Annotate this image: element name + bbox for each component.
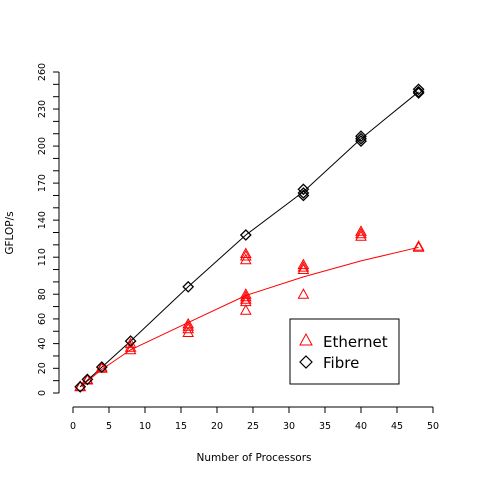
ethernet-point — [297, 288, 310, 299]
ethernet-point — [412, 240, 425, 251]
ethernet-point — [297, 263, 310, 274]
y-tick-label: 200 — [37, 137, 48, 155]
axes: 0 5 10 15 20 25 30 35 40 45 50 0 20 40 60 80 110 140 170 2… — [37, 63, 439, 432]
ethernet-point — [239, 290, 252, 302]
x-axis-ticks: 0 5 10 15 20 25 30 35 40 45 50 — [70, 407, 439, 432]
fibre-point — [182, 280, 195, 293]
y-tick-label: 60 — [37, 313, 48, 325]
y-tick-label: 110 — [37, 248, 48, 266]
x-tick-label: 5 — [106, 421, 112, 432]
ethernet-point — [355, 227, 367, 239]
ethernet-point — [182, 326, 195, 337]
ethernet-point — [182, 320, 195, 331]
legend-fibre-marker — [299, 355, 313, 369]
fibre-point — [95, 361, 108, 374]
fibre-point — [412, 85, 425, 98]
y-tick-label: 20 — [37, 362, 48, 374]
fibre-point — [297, 189, 310, 202]
y-tick-label: 40 — [37, 338, 48, 350]
legend-box — [289, 318, 400, 385]
ethernet-point — [124, 341, 137, 352]
y-tick-label: 170 — [37, 174, 48, 192]
ethernet-point — [95, 361, 108, 372]
ethernet-point — [182, 322, 195, 334]
fibre-point — [74, 380, 87, 393]
fibre-point — [297, 187, 310, 199]
ethernet-point — [239, 253, 252, 265]
y-axis-ticks: 0 20 40 60 80 110 140 170 200 230 260 — [37, 63, 59, 396]
y-tick-label: 260 — [37, 63, 48, 81]
x-tick-label: 35 — [319, 421, 331, 432]
x-axis-title: Number of Processors — [196, 452, 311, 464]
legend-ethernet-marker — [299, 332, 313, 346]
ethernet-point — [239, 247, 252, 258]
x-tick-label: 40 — [355, 421, 367, 432]
ethernet-point — [297, 261, 310, 272]
fibre-point — [355, 130, 367, 143]
data-points — [74, 83, 425, 393]
y-tick-label: 140 — [37, 211, 48, 229]
legend-fibre-label: Fibre — [323, 354, 359, 372]
ethernet-point — [81, 373, 94, 385]
ethernet-point — [74, 380, 87, 391]
fibre-point — [412, 83, 425, 96]
fibre-point — [239, 229, 252, 241]
fibre-point — [81, 373, 94, 386]
ethernet-point — [124, 343, 137, 355]
fibre-point — [355, 135, 367, 148]
fibre-point — [412, 87, 425, 99]
ethernet-point — [355, 225, 367, 236]
ethernet-point — [239, 293, 252, 304]
x-tick-label: 10 — [139, 421, 151, 432]
ethernet-point — [239, 304, 252, 315]
x-tick-label: 25 — [247, 421, 259, 432]
x-tick-label: 50 — [427, 421, 439, 432]
ethernet-point — [239, 288, 252, 299]
x-tick-label: 30 — [283, 421, 295, 432]
legend: Ethernet Fibre — [289, 318, 400, 385]
ethernet-point — [355, 230, 367, 241]
fibre-fit-line — [79, 91, 419, 388]
fibre-point — [297, 183, 310, 196]
x-tick-label: 15 — [175, 421, 187, 432]
x-tick-label: 0 — [70, 421, 76, 432]
y-tick-label: 0 — [37, 390, 48, 396]
x-tick-label: 45 — [391, 421, 403, 432]
y-tick-label: 230 — [37, 100, 48, 118]
x-tick-label: 20 — [211, 421, 223, 432]
ethernet-point — [412, 241, 425, 252]
ethernet-point — [297, 258, 310, 270]
y-axis-title: GFLOP/s — [4, 211, 16, 254]
fibre-point — [124, 335, 137, 348]
fibre-point — [355, 132, 367, 145]
ethernet-point — [239, 249, 252, 261]
y-tick-label: 80 — [37, 288, 48, 300]
legend-ethernet-label: Ethernet — [323, 333, 388, 351]
